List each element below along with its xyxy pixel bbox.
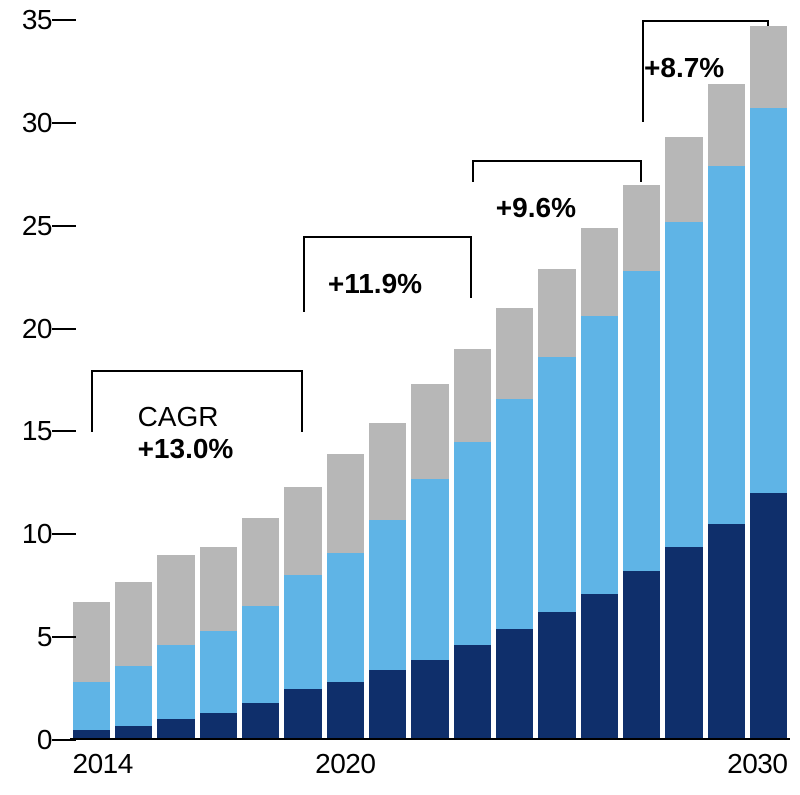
bar-segment-bottom	[750, 493, 787, 740]
bar-segment-middle	[115, 666, 152, 726]
bar-segment-top	[708, 84, 745, 166]
bar-segment-middle	[411, 479, 448, 660]
cagr-label: +9.6%	[496, 191, 576, 225]
bar-segment-bottom	[242, 703, 279, 740]
bar-segment-top	[327, 454, 364, 553]
y-tick-mark	[52, 533, 76, 535]
bar-segment-middle	[708, 166, 745, 524]
bar-segment-middle	[157, 645, 194, 719]
bar-segment-middle	[73, 682, 110, 729]
bar-segment-top	[454, 349, 491, 442]
cagr-label: +8.7%	[644, 51, 724, 85]
plot-area: CAGR+13.0% +11.9% +9.6% +8.7%	[70, 20, 790, 740]
cagr-bracket	[91, 370, 303, 372]
bar-segment-top	[496, 308, 533, 399]
bar-segment-top	[538, 269, 575, 357]
bar-segment-top	[369, 423, 406, 520]
bar	[454, 349, 491, 740]
y-axis: 05101520253035	[0, 20, 70, 740]
bar-segment-top	[581, 228, 618, 316]
stacked-bar-chart: 0 5 10 15 20 25 30 35 CAGR+13.0% +11.9% +9.6% +8.7…	[0, 0, 800, 795]
bar-segment-middle	[496, 399, 533, 629]
y-tick-mark	[52, 122, 76, 124]
bar-segment-top	[623, 185, 660, 271]
bar-segment-top	[200, 547, 237, 631]
y-tick-label: 30	[22, 107, 52, 139]
cagr-bracket	[303, 236, 472, 238]
bar-segment-top	[73, 602, 110, 682]
y-tick-label: 0	[37, 724, 52, 756]
bar-segment-top	[284, 487, 321, 575]
bar	[538, 269, 575, 740]
x-axis-labels: 2014 2020 2030	[70, 748, 790, 788]
cagr-label: +11.9%	[328, 267, 422, 301]
bar	[708, 84, 745, 740]
bar	[411, 384, 448, 740]
bar	[750, 26, 787, 740]
bar-segment-bottom	[327, 682, 364, 740]
bar	[115, 582, 152, 740]
bar-segment-bottom	[538, 612, 575, 740]
bar-segment-bottom	[581, 594, 618, 740]
bar-segment-middle	[327, 553, 364, 683]
bar-segment-top	[242, 518, 279, 606]
bar-segment-bottom	[157, 719, 194, 740]
cagr-bracket	[642, 20, 769, 22]
bar-segment-middle	[369, 520, 406, 670]
bar-segment-top	[665, 137, 702, 221]
bars-group	[70, 20, 790, 740]
bar	[369, 423, 406, 740]
bar	[327, 454, 364, 740]
bar	[581, 228, 618, 740]
x-tick-label: 2020	[315, 748, 375, 780]
bar-segment-bottom	[284, 689, 321, 740]
bar-segment-bottom	[200, 713, 237, 740]
bar-segment-middle	[242, 606, 279, 703]
y-tick-label: 25	[22, 210, 52, 242]
bar-segment-middle	[454, 442, 491, 646]
bar-segment-bottom	[411, 660, 448, 740]
y-tick-mark	[52, 739, 76, 741]
bar-segment-bottom	[623, 571, 660, 740]
bar-segment-top	[411, 384, 448, 479]
bar-segment-middle	[750, 108, 787, 493]
y-tick-label: 5	[37, 621, 52, 653]
bar-segment-middle	[538, 357, 575, 612]
cagr-label: CAGR+13.0%	[138, 401, 234, 465]
y-tick-mark	[52, 328, 76, 330]
bar-segment-bottom	[454, 645, 491, 740]
bar-segment-top	[157, 555, 194, 646]
bar	[284, 487, 321, 740]
bar-segment-bottom	[665, 547, 702, 740]
y-tick-mark	[52, 19, 76, 21]
bar	[200, 547, 237, 740]
cagr-bracket	[472, 160, 641, 162]
x-tick-label: 2030	[727, 748, 787, 780]
bar-segment-top	[115, 582, 152, 666]
y-tick-label: 15	[22, 415, 52, 447]
bar-segment-middle	[623, 271, 660, 571]
y-tick-mark	[52, 225, 76, 227]
bar	[496, 308, 533, 740]
y-tick-label: 20	[22, 313, 52, 345]
y-tick-mark	[52, 430, 76, 432]
bar	[73, 602, 110, 740]
bar-segment-middle	[581, 316, 618, 594]
bar	[157, 555, 194, 740]
bar-segment-bottom	[369, 670, 406, 740]
bar-segment-middle	[665, 222, 702, 547]
y-tick-mark	[52, 636, 76, 638]
bar-segment-middle	[284, 575, 321, 688]
y-tick-label: 10	[22, 518, 52, 550]
bar	[623, 185, 660, 740]
bar-segment-top	[750, 26, 787, 108]
bar	[665, 137, 702, 740]
x-tick-label: 2014	[73, 748, 133, 780]
bar-segment-middle	[200, 631, 237, 713]
x-axis-baseline	[70, 738, 790, 740]
bar	[242, 518, 279, 740]
y-tick-label: 35	[22, 4, 52, 36]
bar-segment-bottom	[708, 524, 745, 740]
bar-segment-bottom	[496, 629, 533, 740]
